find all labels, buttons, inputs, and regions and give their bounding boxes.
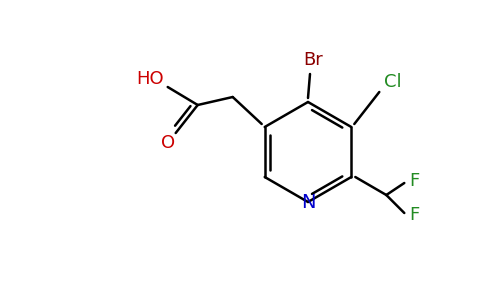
Text: F: F	[409, 172, 420, 190]
Text: Cl: Cl	[384, 73, 402, 91]
Text: Br: Br	[303, 51, 323, 69]
Text: N: N	[301, 194, 315, 212]
Text: HO: HO	[136, 70, 164, 88]
Text: F: F	[409, 206, 420, 224]
Text: O: O	[161, 134, 175, 152]
